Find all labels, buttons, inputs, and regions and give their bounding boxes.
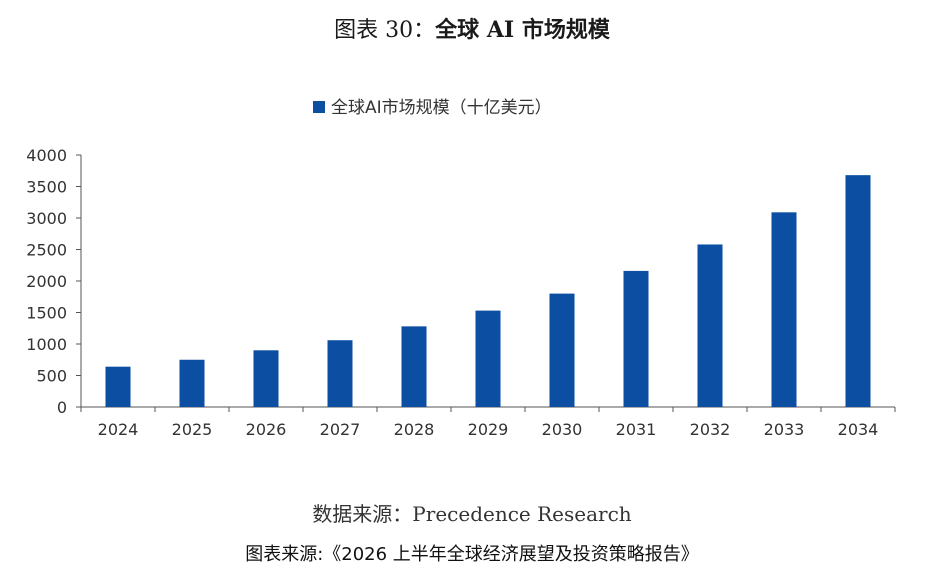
x-tick-label: 2029 xyxy=(468,420,509,439)
bar-2033 xyxy=(771,212,797,407)
chart-source-report: 图表来源:《2026 上半年全球经济展望及投资策略报告》 xyxy=(245,544,699,565)
chart-legend: 全球AI市场规模（十亿美元） xyxy=(313,98,552,118)
y-tick-label: 2000 xyxy=(26,272,67,291)
x-tick-label: 2030 xyxy=(542,420,583,439)
x-tick-label: 2032 xyxy=(690,420,731,439)
figure-title-text: 全球 AI 市场规模 xyxy=(435,17,610,43)
x-tick-label: 2031 xyxy=(616,420,657,439)
y-tick-label: 3000 xyxy=(26,209,67,228)
bar-2030 xyxy=(549,293,575,407)
y-tick-label: 3500 xyxy=(26,178,67,197)
data-source: 数据来源：Precedence Research xyxy=(312,502,632,526)
x-tick-label: 2027 xyxy=(320,420,361,439)
y-tick-label: 500 xyxy=(36,367,67,386)
legend-swatch xyxy=(313,101,325,113)
y-tick-label: 4000 xyxy=(26,146,67,165)
x-tick-label: 2025 xyxy=(172,420,213,439)
x-axis: 2024 2025 2026 2027 2028 2029 2030 2031 2032 2033… xyxy=(80,406,896,439)
bar-2029 xyxy=(475,310,501,407)
bar-2031 xyxy=(623,270,649,407)
bar-2032 xyxy=(697,244,723,407)
figure-label: 图表 30： xyxy=(334,18,436,43)
y-tick-label: 0 xyxy=(57,398,67,417)
y-tick-label: 1500 xyxy=(26,304,67,323)
y-tick-label: 1000 xyxy=(26,335,67,354)
legend-label: 全球AI市场规模（十亿美元） xyxy=(331,98,552,118)
x-tick-label: 2026 xyxy=(246,420,287,439)
bar-2024 xyxy=(105,366,131,407)
figure-title: 图表 30：全球 AI 市场规模 xyxy=(0,12,944,44)
bar-2034 xyxy=(845,175,871,407)
y-tick-label: 2500 xyxy=(26,241,67,260)
x-tick-label: 2024 xyxy=(98,420,139,439)
x-tick-label: 2028 xyxy=(394,420,435,439)
bar-2025 xyxy=(179,359,205,407)
x-tick-label: 2034 xyxy=(838,420,879,439)
bar-2027 xyxy=(327,340,353,407)
bar-chart: 全球AI市场规模（十亿美元） 0 500 1000 1500 2000 2500 3000 3… xyxy=(26,98,896,439)
bar-2028 xyxy=(401,326,427,407)
y-axis: 0 500 1000 1500 2000 2500 3000 3500 4000 xyxy=(26,146,82,417)
bar-2026 xyxy=(253,350,279,407)
x-tick-label: 2033 xyxy=(764,420,805,439)
bar-series xyxy=(105,175,871,407)
